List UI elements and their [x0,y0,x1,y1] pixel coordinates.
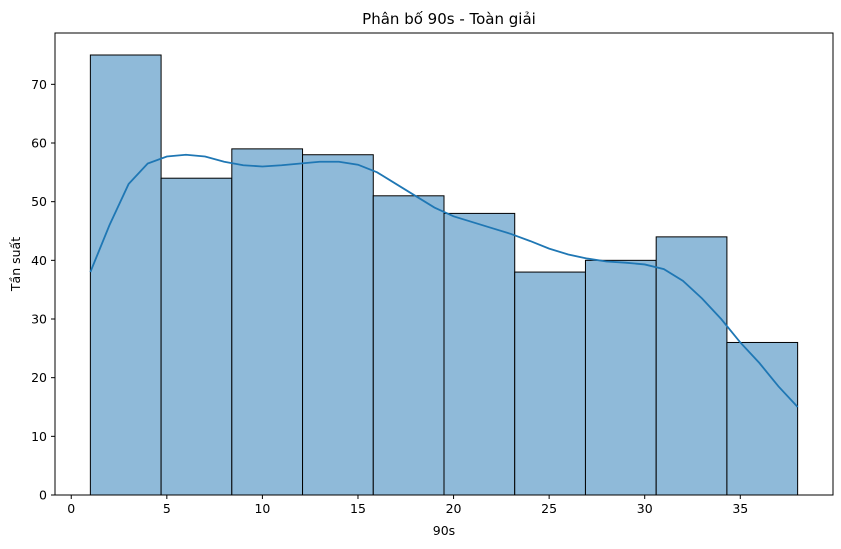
x-tick-label: 15 [350,501,366,516]
y-tick-label: 30 [31,312,47,327]
x-tick-label: 5 [163,501,171,516]
histogram-bar [443,212,516,496]
y-tick-label: 70 [31,77,47,92]
histogram-bar [514,271,586,496]
x-axis-label: 90s [433,523,455,538]
x-tick-label: 20 [446,501,462,516]
plot-frame [54,32,834,496]
y-axis-ticks: 0 10 20 30 40 50 60 70 [31,77,55,503]
bars-group [89,54,799,496]
chart-title: Phân bố 90s - Toàn giải [362,10,536,28]
kde-line [89,153,799,408]
y-tick-label: 0 [39,488,47,503]
x-tick-label: 30 [637,501,653,516]
y-tick-label: 40 [31,253,47,268]
histogram-bar [584,259,657,496]
histogram-bar [372,195,445,496]
y-tick-label: 20 [31,370,47,385]
histogram-bar [89,54,162,496]
histogram-bar [302,154,374,496]
y-tick-label: 60 [31,136,47,151]
x-tick-label: 25 [541,501,557,516]
histogram-bar [231,148,304,496]
x-tick-label: 35 [732,501,748,516]
y-tick-label: 10 [31,429,47,444]
y-tick-label: 50 [31,194,47,209]
histogram-bar [655,236,728,496]
x-tick-label: 10 [254,501,270,516]
y-axis-label: Tần suất [8,237,23,292]
x-tick-label: 0 [67,501,75,516]
x-axis-ticks: 0 5 10 15 20 25 30 35 [67,495,748,516]
histogram-bar [160,177,233,496]
